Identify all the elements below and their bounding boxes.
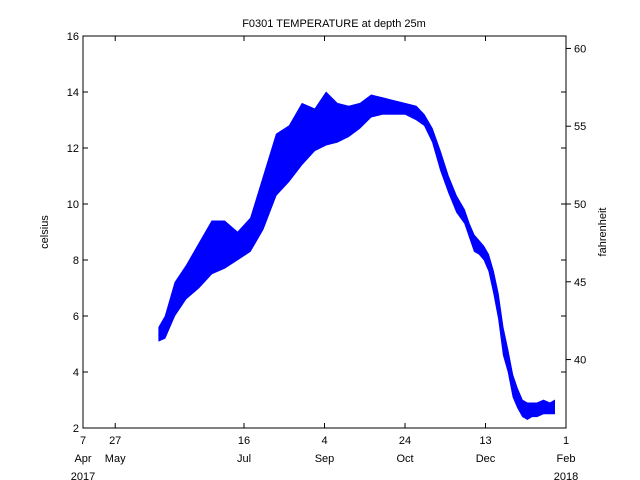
y-axis-right-title: fahrenheit	[597, 208, 609, 257]
x-tick-label-day: 7	[80, 435, 86, 447]
y-tick-label-left: 14	[67, 87, 79, 99]
y-tick-label-right: 45	[574, 277, 586, 289]
y-tick-label-right: 60	[574, 43, 586, 55]
x-tick-label-month: Sep	[315, 453, 335, 465]
x-tick-label-year: 2018	[554, 471, 578, 480]
y-tick-label-left: 8	[73, 255, 79, 267]
chart-title: F0301 TEMPERATURE at depth 25m	[242, 18, 426, 30]
x-tick-label-year: 2017	[71, 471, 95, 480]
y-axis-left-title: celsius	[39, 215, 51, 249]
y-tick-label-right: 55	[574, 121, 586, 133]
y-tick-label-left: 12	[67, 143, 79, 155]
y-tick-label-right: 40	[574, 355, 586, 367]
x-tick-label-day: 13	[479, 435, 491, 447]
y-axis-left: 2 4 6 8 10 12 14 16	[67, 31, 566, 435]
data-series-line	[158, 105, 556, 410]
y-tick-label-left: 4	[73, 367, 79, 379]
x-tick-label-month: May	[105, 453, 126, 465]
x-tick-label-day: 27	[109, 435, 121, 447]
x-tick-label-month: Dec	[476, 453, 496, 465]
y-tick-label-left: 10	[67, 199, 79, 211]
x-tick-label-day: 16	[238, 435, 250, 447]
y-tick-label-left: 2	[73, 423, 79, 435]
x-tick-label-month: Jul	[237, 453, 251, 465]
y-axis-right: 40 45 50 55 60	[565, 36, 586, 428]
x-tick-label-month: Feb	[557, 453, 576, 465]
y-tick-label-left: 6	[73, 311, 79, 323]
x-tick-label-month: Oct	[396, 453, 413, 465]
y-tick-label-right: 50	[574, 199, 586, 211]
data-series-range	[158, 91, 555, 420]
y-tick-label-left: 16	[67, 31, 79, 43]
x-tick-label-day: 24	[399, 435, 411, 447]
x-tick-label-month: Apr	[74, 453, 91, 465]
x-tick-label-day: 4	[321, 435, 327, 447]
x-tick-label-day: 1	[563, 435, 569, 447]
